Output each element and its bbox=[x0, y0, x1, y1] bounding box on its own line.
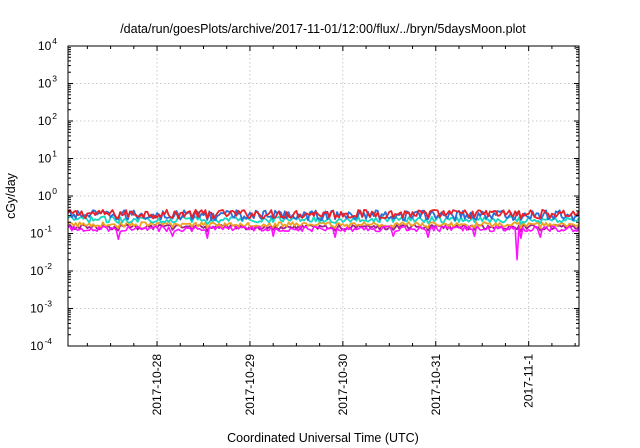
y-tick-labels: 10-4 10-3 10-2 10-1 100 101 102 103 104 bbox=[30, 36, 57, 353]
x-tick-label: 2017-10-30 bbox=[336, 354, 350, 416]
grid bbox=[68, 46, 579, 346]
series-line bbox=[67, 223, 580, 233]
x-tick-label: 2017-10-29 bbox=[243, 354, 257, 416]
chart-title: /data/run/goesPlots/archive/2017-11-01/1… bbox=[120, 22, 526, 36]
y-tick-label: 10-2 bbox=[30, 261, 52, 278]
x-axis-label: Coordinated Universal Time (UTC) bbox=[227, 431, 419, 445]
series-layer bbox=[67, 208, 580, 261]
y-tick-label: 102 bbox=[38, 111, 57, 128]
y-tick-label: 10-1 bbox=[30, 224, 52, 241]
y-tick-label: 103 bbox=[38, 74, 57, 91]
x-tick-labels: 2017-10-28 2017-10-29 2017-10-30 2017-10-31… bbox=[150, 354, 536, 416]
y-tick-label: 104 bbox=[38, 36, 57, 53]
series-line bbox=[67, 208, 580, 220]
ticks bbox=[68, 45, 579, 347]
series-line bbox=[67, 225, 580, 261]
x-tick-label: 2017-11-1 bbox=[522, 354, 536, 408]
series-line bbox=[67, 221, 580, 229]
y-axis-label: cGy/day bbox=[4, 172, 18, 219]
series-line bbox=[67, 215, 580, 225]
series-line bbox=[67, 209, 580, 222]
y-tick-label: 10-4 bbox=[30, 336, 52, 353]
x-tick-label: 2017-10-28 bbox=[150, 354, 164, 416]
y-tick-label: 100 bbox=[38, 186, 57, 203]
x-tick-label: 2017-10-31 bbox=[429, 354, 443, 416]
y-tick-label: 10-3 bbox=[30, 299, 52, 316]
y-tick-label: 101 bbox=[38, 149, 57, 166]
